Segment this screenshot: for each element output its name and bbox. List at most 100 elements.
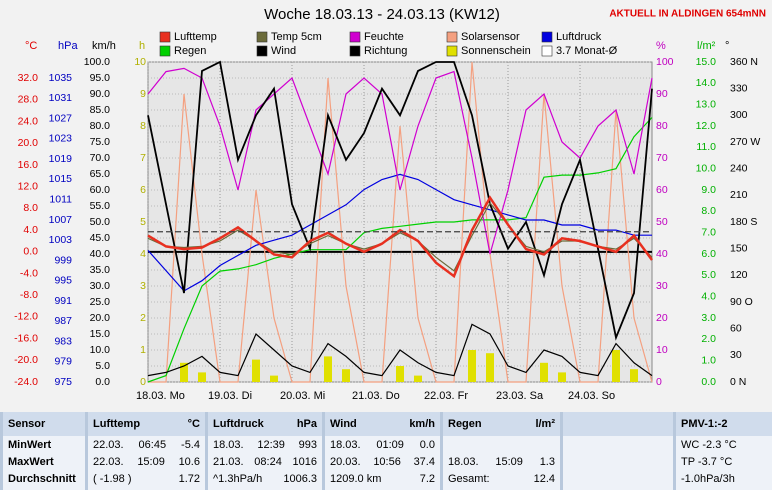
series-line [147, 201, 653, 272]
y-tick-label: 1007 [49, 214, 73, 226]
table-column: Wind km/h 18.03. 01:09 0.0 20.03. 10:56 37.4 120… [325, 412, 440, 490]
table-cell: ^1.3hPa/h 1006.3 [208, 470, 322, 487]
axis-unit: % [656, 40, 666, 52]
cell-text: -1.0hPa/3h [681, 472, 735, 485]
y-tick-label: 24.0 [18, 115, 39, 127]
cell-text: 18.03. [330, 438, 361, 451]
cell-text: 7.2 [419, 472, 435, 485]
y-tick-label: 9.0 [701, 184, 716, 196]
cell-text: 12.4 [533, 472, 555, 485]
table-cell: 20.03. 10:56 37.4 [325, 453, 440, 470]
table-header: Wind km/h [325, 412, 440, 436]
cell-text: 20.03. [330, 455, 361, 468]
table-cell: ( -1.98 ) 1.72 [88, 470, 205, 487]
series-line [147, 173, 652, 292]
legend-label: Temp 5cm [271, 31, 322, 43]
cell-text: 18.03. [448, 455, 479, 468]
sun-bar [180, 362, 188, 382]
y-tick-label: -4.0 [20, 267, 38, 279]
sun-bar [540, 362, 548, 382]
table-cell: 18.03. 01:09 0.0 [325, 436, 440, 453]
y-tick-label: 14.0 [696, 77, 717, 89]
y-tick-label: 10 [656, 344, 668, 356]
y-tick-label: 30 [730, 349, 742, 361]
y-tick-label: 1003 [49, 234, 73, 246]
header-unit: km/h [409, 418, 435, 430]
y-tick-label: 20.0 [90, 312, 111, 324]
sun-bar [270, 375, 278, 382]
axis-unit: h [139, 40, 145, 52]
axis-unit: ° [725, 40, 729, 52]
axis-unit: hPa [58, 40, 78, 52]
y-tick-label: -16.0 [14, 332, 38, 344]
y-tick-label: 11.0 [696, 141, 716, 153]
y-tick-label: -20.0 [14, 354, 38, 366]
cell-text: TP -3.7 °C [681, 455, 733, 468]
legend-swatch [541, 45, 553, 57]
header-title: Lufttemp [93, 418, 141, 430]
y-tick-label: -24.0 [14, 376, 38, 388]
y-tick-label: 15.0 [696, 56, 717, 68]
location: AKTUELL IN ALDINGEN 654mNN [609, 9, 766, 20]
y-tick-label: 8.0 [23, 202, 38, 214]
y-tick-label: 1027 [49, 112, 73, 124]
table-column: Sensor MinWert MaxWert Durchschnitt [3, 412, 85, 490]
legend-label: Lufttemp [174, 31, 217, 43]
y-tick-label: 8.0 [701, 205, 716, 217]
y-tick-label: 10.0 [696, 162, 717, 174]
y-tick-label: 30.0 [90, 280, 111, 292]
y-tick-label: 60 [730, 322, 742, 334]
y-tick-label: 270 W [730, 136, 760, 148]
table-header: Regen l/m² [443, 412, 560, 436]
y-tick-label: 30 [656, 280, 668, 292]
y-tick-label: 1 [140, 344, 146, 356]
sun-bar [252, 359, 260, 382]
series-line [148, 61, 653, 383]
header-unit: l/m² [535, 418, 555, 430]
y-tick-label: 50 [656, 216, 668, 228]
y-tick-label: -12.0 [14, 311, 38, 323]
cell-text: 12:39 [257, 438, 285, 451]
y-tick-label: 10 [134, 56, 146, 68]
y-tick-label: 55.0 [90, 200, 111, 212]
y-tick-label: 5 [140, 216, 146, 228]
y-tick-label: 360 N [730, 56, 758, 68]
legend-swatch [349, 31, 361, 43]
y-tick-label: 3.0 [701, 312, 716, 324]
y-tick-label: 10.0 [90, 344, 111, 356]
sun-bar [198, 372, 206, 382]
y-tick-label: 35.0 [90, 264, 111, 276]
y-tick-label: 16.0 [18, 159, 39, 171]
x-tick-label: 20.03. Mi [280, 390, 325, 402]
y-tick-label: 991 [54, 295, 72, 307]
table-cell: 22.03. 15:09 10.6 [88, 453, 205, 470]
x-tick-label: 22.03. Fr [424, 390, 468, 402]
legend-swatch [349, 45, 361, 57]
y-tick-label: 15.0 [90, 328, 111, 340]
legend-swatch [541, 31, 553, 43]
y-tick-label: 45.0 [90, 232, 111, 244]
series-line [147, 195, 654, 279]
header-unit: °C [187, 418, 200, 430]
y-tick-label: 6.0 [701, 248, 716, 260]
table-cell: Gesamt: 12.4 [443, 470, 560, 487]
cell-text: 10:56 [373, 455, 401, 468]
series-line [147, 323, 653, 377]
row-label: MaxWert [8, 455, 54, 468]
table-cell: 21.03. 08:24 1016 [208, 453, 322, 470]
cell-text: WC -2.3 °C [681, 438, 737, 451]
legend-label: Regen [174, 45, 206, 57]
y-tick-label: 40.0 [90, 248, 111, 260]
row-label: Durchschnitt [8, 472, 76, 485]
y-tick-label: 50.0 [90, 216, 111, 228]
axis-unit: km/h [92, 40, 116, 52]
table-column: Luftdruck hPa 18.03. 12:39 993 21.03. 08:24 101… [208, 412, 322, 490]
legend-label: 3.7 Monat-Ø [556, 45, 618, 57]
y-tick-label: 180 S [730, 216, 757, 228]
y-tick-label: 1031 [49, 92, 73, 104]
sun-bar [630, 369, 638, 382]
y-tick-label: 0 N [730, 376, 746, 388]
y-tick-label: 150 [730, 242, 748, 254]
y-tick-label: 1035 [49, 72, 73, 84]
y-tick-label: 0.0 [95, 376, 110, 388]
